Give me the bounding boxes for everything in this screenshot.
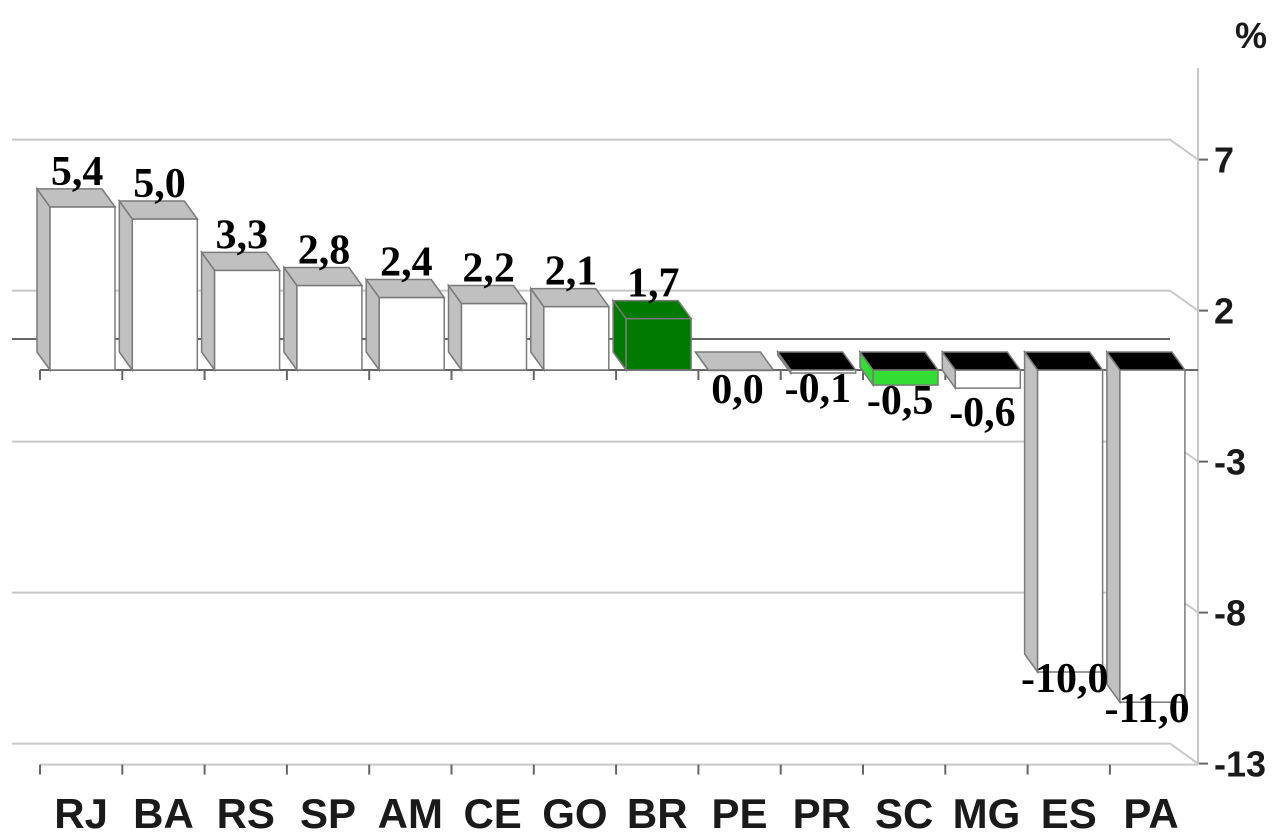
data-label: 1,7 xyxy=(627,261,680,307)
x-tick-label: SP xyxy=(300,790,356,835)
gridline xyxy=(12,742,1199,765)
y-tick-label: -13 xyxy=(1214,744,1266,785)
data-label: 2,8 xyxy=(298,227,351,273)
data-label: 2,4 xyxy=(380,240,433,286)
bar-front xyxy=(378,296,445,371)
x-tick-label: SC xyxy=(875,790,933,835)
bar xyxy=(611,298,693,373)
bar-front xyxy=(1036,369,1104,673)
bar-front xyxy=(460,302,528,371)
y-tick-label: -8 xyxy=(1214,593,1246,634)
bar xyxy=(940,349,1022,391)
bar-front xyxy=(131,218,199,371)
y-tick-label: 7 xyxy=(1214,140,1234,181)
x-tick-label: GO xyxy=(542,790,607,835)
bar-front xyxy=(49,206,116,371)
bar xyxy=(35,186,117,373)
bar xyxy=(117,198,199,373)
bar-side xyxy=(36,186,51,373)
data-labels: 5,4 5,0 3,3 2,8 2,4 2,2 2,1 1,7 0,0 -0,1 -0,5 -0,6 -… xyxy=(51,149,1190,732)
x-tick-label: AM xyxy=(378,790,443,835)
y-tick-label: -3 xyxy=(1214,442,1246,483)
bar-top xyxy=(447,284,528,305)
gridline xyxy=(12,440,1199,463)
bar xyxy=(282,265,364,373)
bar-top xyxy=(35,188,117,208)
y-tick-label: 2 xyxy=(1214,291,1234,332)
bar xyxy=(1023,349,1105,675)
data-label: 2,2 xyxy=(462,246,515,292)
bar-top xyxy=(117,200,199,220)
bar-top xyxy=(364,278,446,299)
data-label: 5,0 xyxy=(133,161,186,207)
x-tick-label: PE xyxy=(712,790,768,835)
x-tick-label: PR xyxy=(793,790,851,835)
x-tick-label: BA xyxy=(133,790,194,835)
data-label: 0,0 xyxy=(711,367,764,413)
bar-front xyxy=(954,369,1022,389)
gridline xyxy=(12,138,1199,161)
data-label: 5,4 xyxy=(51,149,104,195)
bar-side xyxy=(1106,349,1121,705)
bar-top xyxy=(1105,351,1187,371)
x-tick-label: MG xyxy=(953,790,1021,835)
bar-top xyxy=(282,266,364,287)
data-label: -0,5 xyxy=(867,378,934,424)
bar xyxy=(529,286,611,373)
bar xyxy=(1105,349,1187,705)
bar-front xyxy=(1119,369,1186,703)
bar-top xyxy=(940,351,1022,371)
data-label: 3,3 xyxy=(216,212,269,258)
bar-side xyxy=(200,250,216,373)
bar-front xyxy=(543,305,610,371)
bar-top xyxy=(1023,351,1105,371)
bar-top xyxy=(200,251,282,272)
data-label: -10,0 xyxy=(1021,656,1109,702)
x-tick-label: ES xyxy=(1041,790,1097,835)
bar xyxy=(447,283,528,373)
x-tick-label: CE xyxy=(463,790,521,835)
y-axis-unit-label: % xyxy=(1235,15,1267,56)
data-label: 2,1 xyxy=(545,249,598,295)
bar-front xyxy=(213,269,281,371)
bar xyxy=(364,277,446,373)
bar-front xyxy=(296,284,363,371)
data-label: -0,1 xyxy=(785,366,852,412)
data-label: -11,0 xyxy=(1104,686,1189,732)
x-tick-label: RS xyxy=(217,790,275,835)
x-tick-label: PA xyxy=(1123,790,1178,835)
bar-side xyxy=(118,198,134,373)
x-tick-label: BR xyxy=(627,790,688,835)
bar-top xyxy=(693,351,775,371)
bars xyxy=(35,186,1187,705)
bar xyxy=(776,349,858,376)
x-tick-label: RJ xyxy=(54,790,108,835)
bar-top xyxy=(529,287,611,308)
bar-front xyxy=(625,317,692,371)
bar-side xyxy=(1023,349,1039,675)
bar xyxy=(693,351,775,372)
bar xyxy=(858,349,940,388)
data-label: -0,6 xyxy=(949,390,1016,436)
bar-top xyxy=(858,351,940,371)
gridline xyxy=(12,591,1199,614)
bar-top xyxy=(776,351,858,371)
bar xyxy=(200,250,282,373)
bar-top xyxy=(611,299,693,320)
